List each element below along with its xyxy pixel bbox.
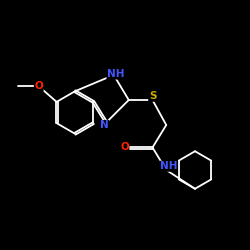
Text: O: O xyxy=(120,142,129,152)
Text: S: S xyxy=(149,91,156,101)
Text: N: N xyxy=(100,120,108,130)
Text: O: O xyxy=(34,81,43,91)
Text: NH: NH xyxy=(160,161,178,171)
Text: NH: NH xyxy=(107,69,124,79)
